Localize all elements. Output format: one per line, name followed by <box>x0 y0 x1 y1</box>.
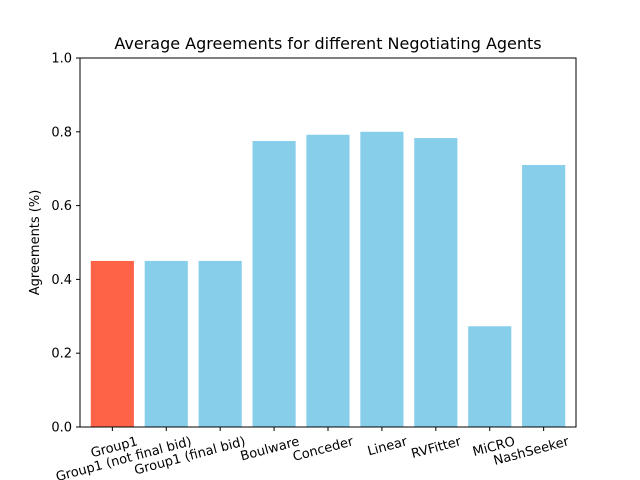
y-tick-label: 0.4 <box>51 273 72 288</box>
y-tick-label: 0.6 <box>51 199 72 214</box>
bar-1 <box>144 260 188 427</box>
y-axis-label: Agreements (%) <box>28 190 43 296</box>
bar-3 <box>252 141 296 427</box>
y-tick-label: 0.0 <box>51 421 72 436</box>
bar-2 <box>198 260 242 427</box>
bar-0 <box>90 260 134 427</box>
y-ticks: 0.0 0.2 0.4 0.6 0.8 1.0 <box>51 52 80 436</box>
bar-5 <box>360 131 404 428</box>
y-tick-label: 1.0 <box>51 52 72 67</box>
bar-7 <box>468 326 512 427</box>
bar-8 <box>522 165 566 427</box>
bars-group <box>90 131 566 428</box>
plot-frame <box>79 57 577 428</box>
x-tick-label: Conceder <box>291 434 355 465</box>
y-tick-label: 0.8 <box>51 125 72 140</box>
bar-6 <box>414 138 458 427</box>
bar-4 <box>306 134 350 427</box>
chart-title: Average Agreements for different Negotia… <box>114 34 541 53</box>
x-tick-label: Linear <box>366 434 410 459</box>
x-tick-label: RVFitter <box>410 434 464 462</box>
y-tick-label: 0.2 <box>51 347 72 362</box>
